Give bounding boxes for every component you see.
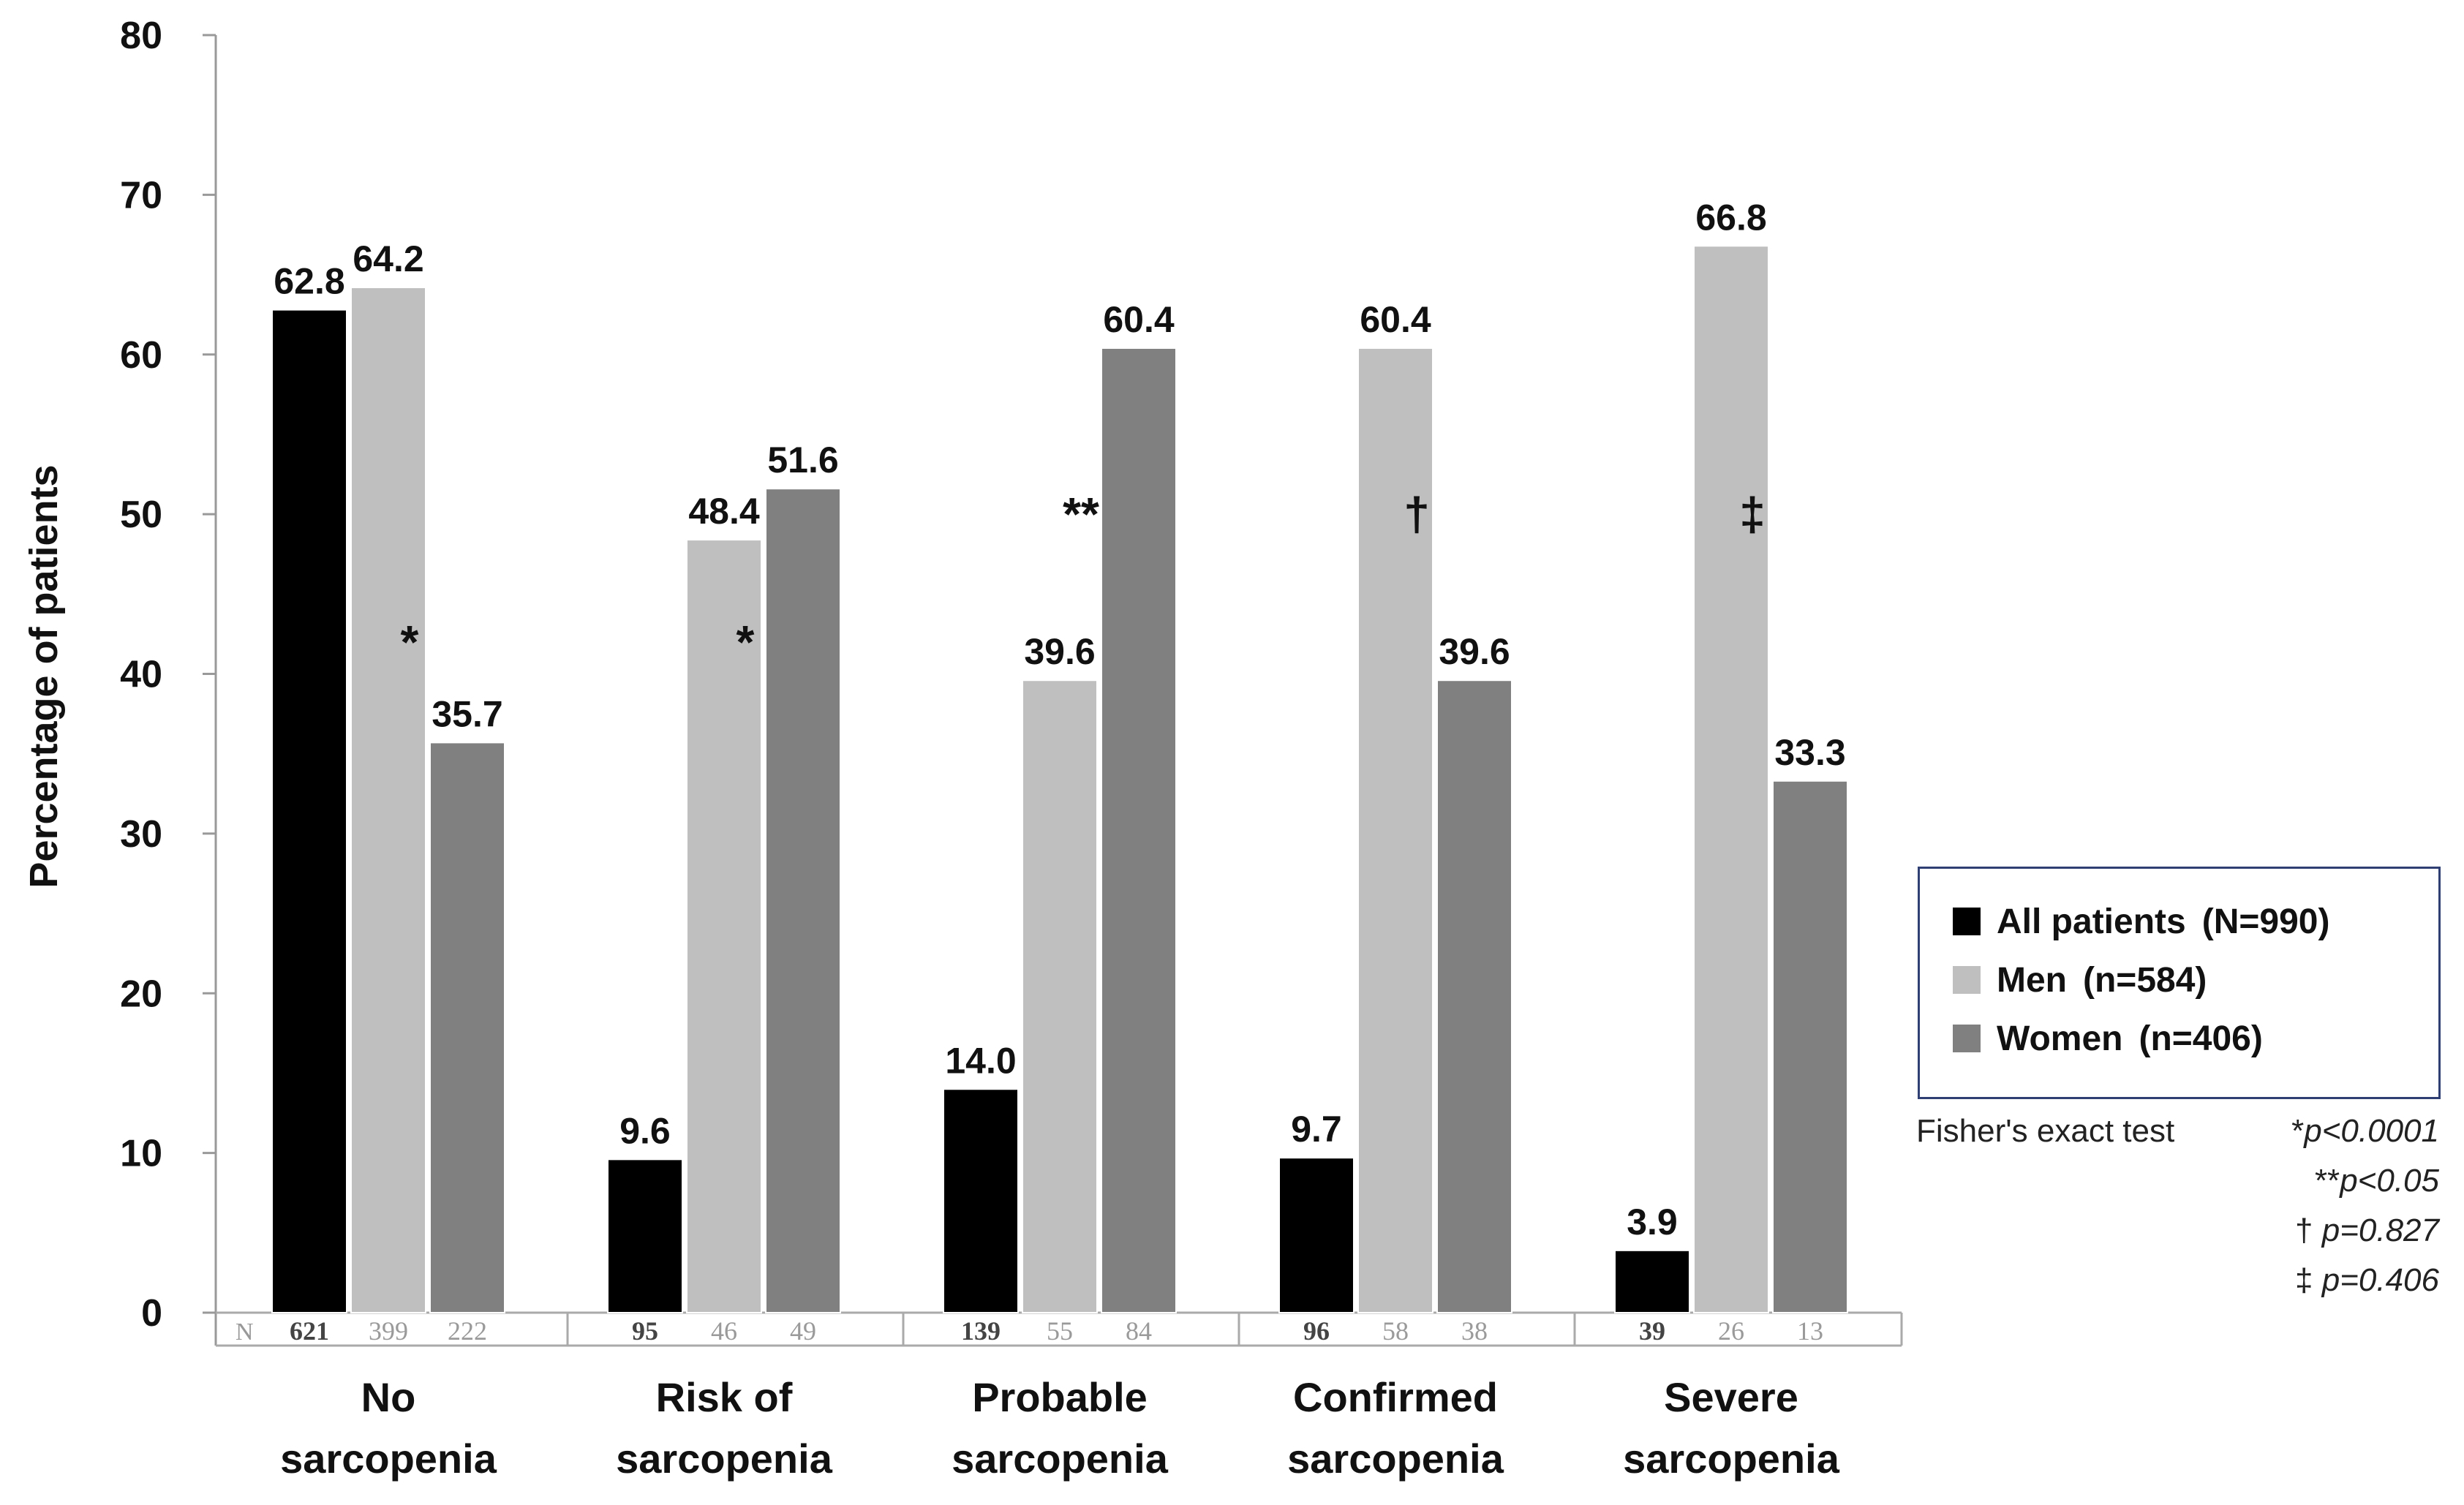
data-label: 9.7 bbox=[1291, 1109, 1342, 1150]
bar-men bbox=[1693, 245, 1769, 1313]
significance-marker: * bbox=[736, 616, 755, 668]
significance-marker: * bbox=[401, 616, 419, 668]
legend-entry-all-patients: All patients (N=990) bbox=[1953, 899, 2329, 942]
count-cell: 222 bbox=[448, 1316, 487, 1346]
y-axis-title: Percentage of patients bbox=[22, 464, 66, 888]
y-tick-label: 70 bbox=[120, 174, 162, 216]
bar-all-patients bbox=[607, 1158, 683, 1313]
x-category-label: sarcopenia bbox=[1623, 1436, 1840, 1482]
data-label: 14.0 bbox=[945, 1040, 1016, 1081]
bar-women bbox=[429, 742, 505, 1313]
x-category-label: sarcopenia bbox=[952, 1436, 1169, 1482]
legend-swatch-men bbox=[1953, 966, 1981, 995]
data-label: 66.8 bbox=[1695, 197, 1766, 238]
bar-women bbox=[1772, 780, 1848, 1313]
y-tick-label: 20 bbox=[120, 973, 162, 1015]
count-cell: 55 bbox=[1047, 1316, 1073, 1346]
stats-line-4: ‡ p=0.406 bbox=[2295, 1262, 2439, 1299]
data-label: 60.4 bbox=[1360, 299, 1431, 340]
legend-entry-women: Women (n=406) bbox=[1953, 1016, 2263, 1059]
stats-p-value: p=0.827 bbox=[2321, 1212, 2439, 1248]
count-cell: 96 bbox=[1303, 1316, 1330, 1346]
data-label: 9.6 bbox=[619, 1110, 671, 1151]
x-category-label: Probable bbox=[972, 1374, 1148, 1420]
data-label: 51.6 bbox=[767, 440, 838, 480]
data-label: 64.2 bbox=[353, 238, 423, 279]
legend: All patients (N=990) Men (n=584) Women (n=4… bbox=[1918, 867, 2441, 1099]
data-label: 33.3 bbox=[1774, 732, 1845, 773]
legend-count: (N=990) bbox=[2201, 902, 2330, 941]
legend-swatch-women bbox=[1953, 1025, 1981, 1053]
y-tick-label: 30 bbox=[120, 813, 162, 856]
bar-men bbox=[686, 539, 762, 1314]
count-cell: 49 bbox=[790, 1316, 816, 1346]
data-label: 39.6 bbox=[1024, 631, 1095, 672]
count-cell: 399 bbox=[369, 1316, 408, 1346]
bar-all-patients bbox=[1614, 1249, 1690, 1313]
stats-test-name: Fisher's exact test bbox=[1916, 1113, 2175, 1149]
stats-symbol: ** bbox=[2314, 1163, 2340, 1199]
data-label: 48.4 bbox=[688, 491, 760, 532]
x-category-label: Confirmed bbox=[1293, 1374, 1498, 1420]
count-cell: 58 bbox=[1382, 1316, 1409, 1346]
stats-p-value: p<0.05 bbox=[2340, 1163, 2439, 1199]
legend-count: (n=406) bbox=[2139, 1019, 2263, 1058]
stats-symbol: * bbox=[2291, 1113, 2305, 1149]
stats-line-2: **p<0.05 bbox=[2315, 1163, 2439, 1199]
stats-line-1: *p<0.0001 bbox=[2291, 1113, 2439, 1150]
bar-men bbox=[1357, 347, 1433, 1313]
legend-entry-men: Men (n=584) bbox=[1953, 958, 2207, 1000]
stats-p-value: p=0.406 bbox=[2321, 1262, 2439, 1298]
legend-count: (n=584) bbox=[2083, 960, 2207, 1000]
y-tick-label: 0 bbox=[141, 1292, 162, 1335]
stats-p-value: p<0.0001 bbox=[2304, 1113, 2439, 1149]
count-cell: 39 bbox=[1639, 1316, 1665, 1346]
bar-men bbox=[350, 287, 426, 1314]
significance-marker: ** bbox=[1063, 488, 1099, 540]
data-label: 60.4 bbox=[1103, 299, 1175, 340]
significance-marker: ‡ bbox=[1739, 488, 1766, 540]
y-tick-label: 10 bbox=[120, 1133, 162, 1175]
stats-symbol: ‡ bbox=[2295, 1262, 2313, 1298]
y-tick-label: 40 bbox=[120, 654, 162, 696]
legend-swatch-all-patients bbox=[1953, 908, 1981, 936]
bar-women bbox=[1436, 679, 1512, 1313]
y-tick-label: 60 bbox=[120, 334, 162, 377]
legend-label: Women bbox=[1997, 1019, 2123, 1058]
count-cell: 139 bbox=[961, 1316, 1001, 1346]
count-row-label: N bbox=[236, 1319, 254, 1346]
count-cell: 95 bbox=[632, 1316, 658, 1346]
stats-line-3: † p=0.827 bbox=[2295, 1212, 2439, 1249]
x-category-label: Severe bbox=[1664, 1374, 1798, 1420]
x-category-label: sarcopenia bbox=[280, 1436, 497, 1482]
bar-men bbox=[1022, 679, 1098, 1313]
count-cell: 84 bbox=[1126, 1316, 1152, 1346]
legend-label: Men bbox=[1997, 960, 2067, 1000]
x-category-label: No bbox=[361, 1374, 416, 1420]
bar-women bbox=[765, 488, 841, 1313]
y-tick-label: 50 bbox=[120, 494, 162, 536]
count-cell: 26 bbox=[1718, 1316, 1744, 1346]
count-cell: 13 bbox=[1797, 1316, 1823, 1346]
bar-all-patients bbox=[1278, 1157, 1355, 1314]
data-label: 3.9 bbox=[1627, 1202, 1678, 1242]
count-cell: 38 bbox=[1461, 1316, 1488, 1346]
data-label: 39.6 bbox=[1439, 631, 1510, 672]
stats-symbol: † bbox=[2295, 1212, 2313, 1248]
x-category-label: Risk of bbox=[656, 1374, 793, 1420]
data-label: 35.7 bbox=[432, 693, 502, 734]
count-cell: 621 bbox=[290, 1316, 329, 1346]
y-tick-label: 80 bbox=[120, 15, 162, 57]
bar-women bbox=[1101, 347, 1177, 1313]
x-category-label: sarcopenia bbox=[1287, 1436, 1504, 1482]
legend-label: All patients bbox=[1997, 902, 2186, 941]
bar-all-patients bbox=[271, 309, 347, 1314]
bar-all-patients bbox=[943, 1088, 1019, 1314]
x-category-label: sarcopenia bbox=[616, 1436, 833, 1482]
data-label: 62.8 bbox=[274, 261, 344, 302]
significance-marker: † bbox=[1404, 488, 1430, 540]
count-cell: 46 bbox=[711, 1316, 737, 1346]
